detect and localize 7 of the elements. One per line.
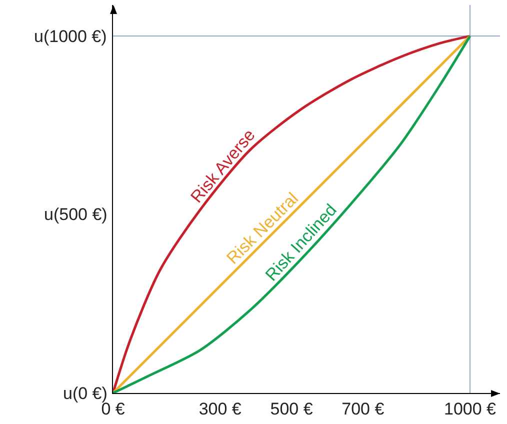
x-tick-label: 1000 € [444,399,497,418]
x-tick-label: 700 € [342,399,385,418]
text: u(500 €) [44,205,108,224]
x-tick-label: 500 € [270,399,314,418]
text: u(0 €) [63,384,108,403]
text: u(1000 €) [34,27,107,46]
x-tick-label: 300 € [198,399,242,418]
